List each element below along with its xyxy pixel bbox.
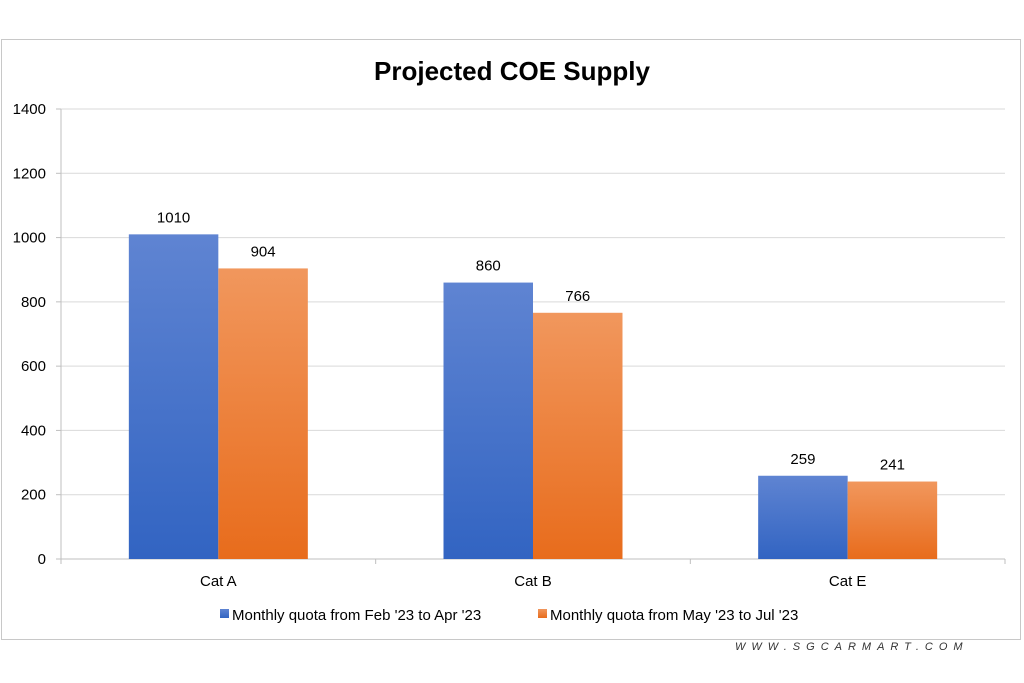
- data-label: 241: [880, 457, 905, 474]
- data-label: 860: [476, 258, 501, 275]
- bar: [443, 282, 533, 559]
- bar: [533, 312, 623, 559]
- bar: [128, 234, 219, 559]
- data-label: 766: [565, 288, 590, 305]
- watermark: WWW.SGCARMART.COM: [735, 641, 969, 653]
- y-tick-label: 600: [21, 358, 46, 375]
- legend-swatch: [220, 609, 229, 618]
- y-tick-label: 800: [21, 294, 46, 311]
- y-tick-label: 0: [38, 551, 46, 568]
- data-label: 904: [251, 243, 276, 260]
- chart-title: Projected COE Supply: [374, 56, 650, 86]
- x-tick-label: Cat E: [829, 573, 867, 590]
- data-label: 1010: [157, 209, 190, 226]
- y-tick-label: 1400: [13, 101, 46, 118]
- y-tick-label: 400: [21, 422, 46, 439]
- x-tick-label: Cat B: [514, 573, 552, 590]
- chart-frame: [1, 39, 1021, 640]
- x-tick-label: Cat A: [200, 573, 237, 590]
- y-tick-label: 1200: [13, 165, 46, 182]
- legend-swatch: [538, 609, 547, 618]
- bar: [847, 481, 938, 559]
- legend-label: Monthly quota from May '23 to Jul '23: [550, 607, 798, 624]
- bar: [758, 475, 848, 559]
- bar: [218, 268, 308, 559]
- data-label: 259: [790, 451, 815, 468]
- legend-label: Monthly quota from Feb '23 to Apr '23: [232, 607, 481, 624]
- y-tick-label: 200: [21, 487, 46, 504]
- y-tick-label: 1000: [13, 230, 46, 247]
